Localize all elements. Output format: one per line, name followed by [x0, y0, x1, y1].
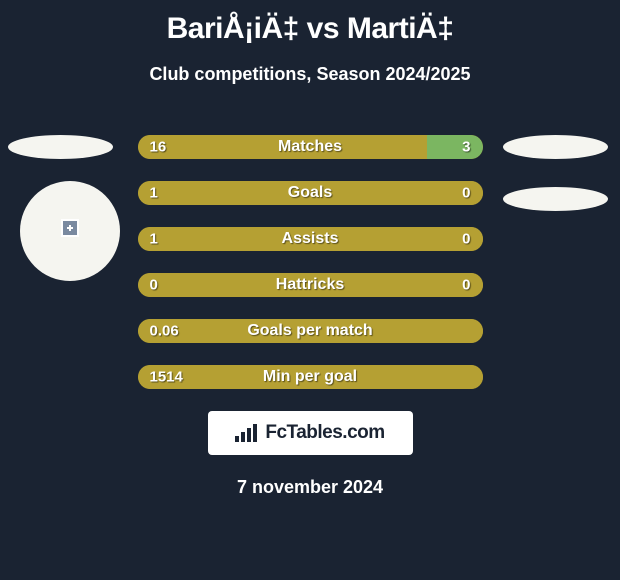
stat-row: 0.06 Goals per match [138, 319, 483, 343]
stat-value-left: 1 [150, 185, 158, 202]
stat-label: Goals [288, 184, 332, 202]
bar-chart-icon [235, 424, 259, 442]
stat-label: Assists [282, 230, 339, 248]
stat-value-right: 3 [462, 139, 470, 156]
stat-value-left: 0 [150, 277, 158, 294]
stat-row: 1 0 Goals [138, 181, 483, 205]
stat-row: 0 0 Hattricks [138, 273, 483, 297]
stat-bar-right [427, 135, 482, 159]
stat-value-left: 0.06 [150, 323, 179, 340]
date-stamp: 7 november 2024 [0, 477, 620, 498]
stat-label: Hattricks [276, 276, 344, 294]
stat-row: 1 0 Assists [138, 227, 483, 251]
stat-value-left: 1 [150, 231, 158, 248]
bars-area: 16 3 Matches 1 0 Goals 1 0 Assists 0 0 Hattricks 0.0… [138, 135, 483, 389]
stat-value-left: 1514 [150, 369, 183, 386]
brand-logo: FcTables.com [208, 411, 413, 455]
stat-row: 1514 Min per goal [138, 365, 483, 389]
stat-label: Min per goal [263, 368, 357, 386]
stat-value-right: 0 [462, 277, 470, 294]
brand-text: FcTables.com [265, 422, 384, 444]
bars-wrapper: 16 3 Matches 1 0 Goals 1 0 Assists 0 0 Hattricks 0.0… [0, 135, 620, 389]
season-subtitle: Club competitions, Season 2024/2025 [0, 64, 620, 85]
stat-label: Matches [278, 138, 342, 156]
decor-ellipse-left-top [8, 135, 113, 159]
comparison-title: BariÅ¡iÄ‡ vs MartiÄ‡ [0, 12, 620, 46]
decor-square-icon [61, 219, 79, 237]
stat-value-left: 16 [150, 139, 167, 156]
stat-value-right: 0 [462, 231, 470, 248]
stat-row: 16 3 Matches [138, 135, 483, 159]
decor-ellipse-right-top [503, 135, 608, 159]
stat-value-right: 0 [462, 185, 470, 202]
decor-ellipse-right-mid [503, 187, 608, 211]
stat-label: Goals per match [247, 322, 372, 340]
